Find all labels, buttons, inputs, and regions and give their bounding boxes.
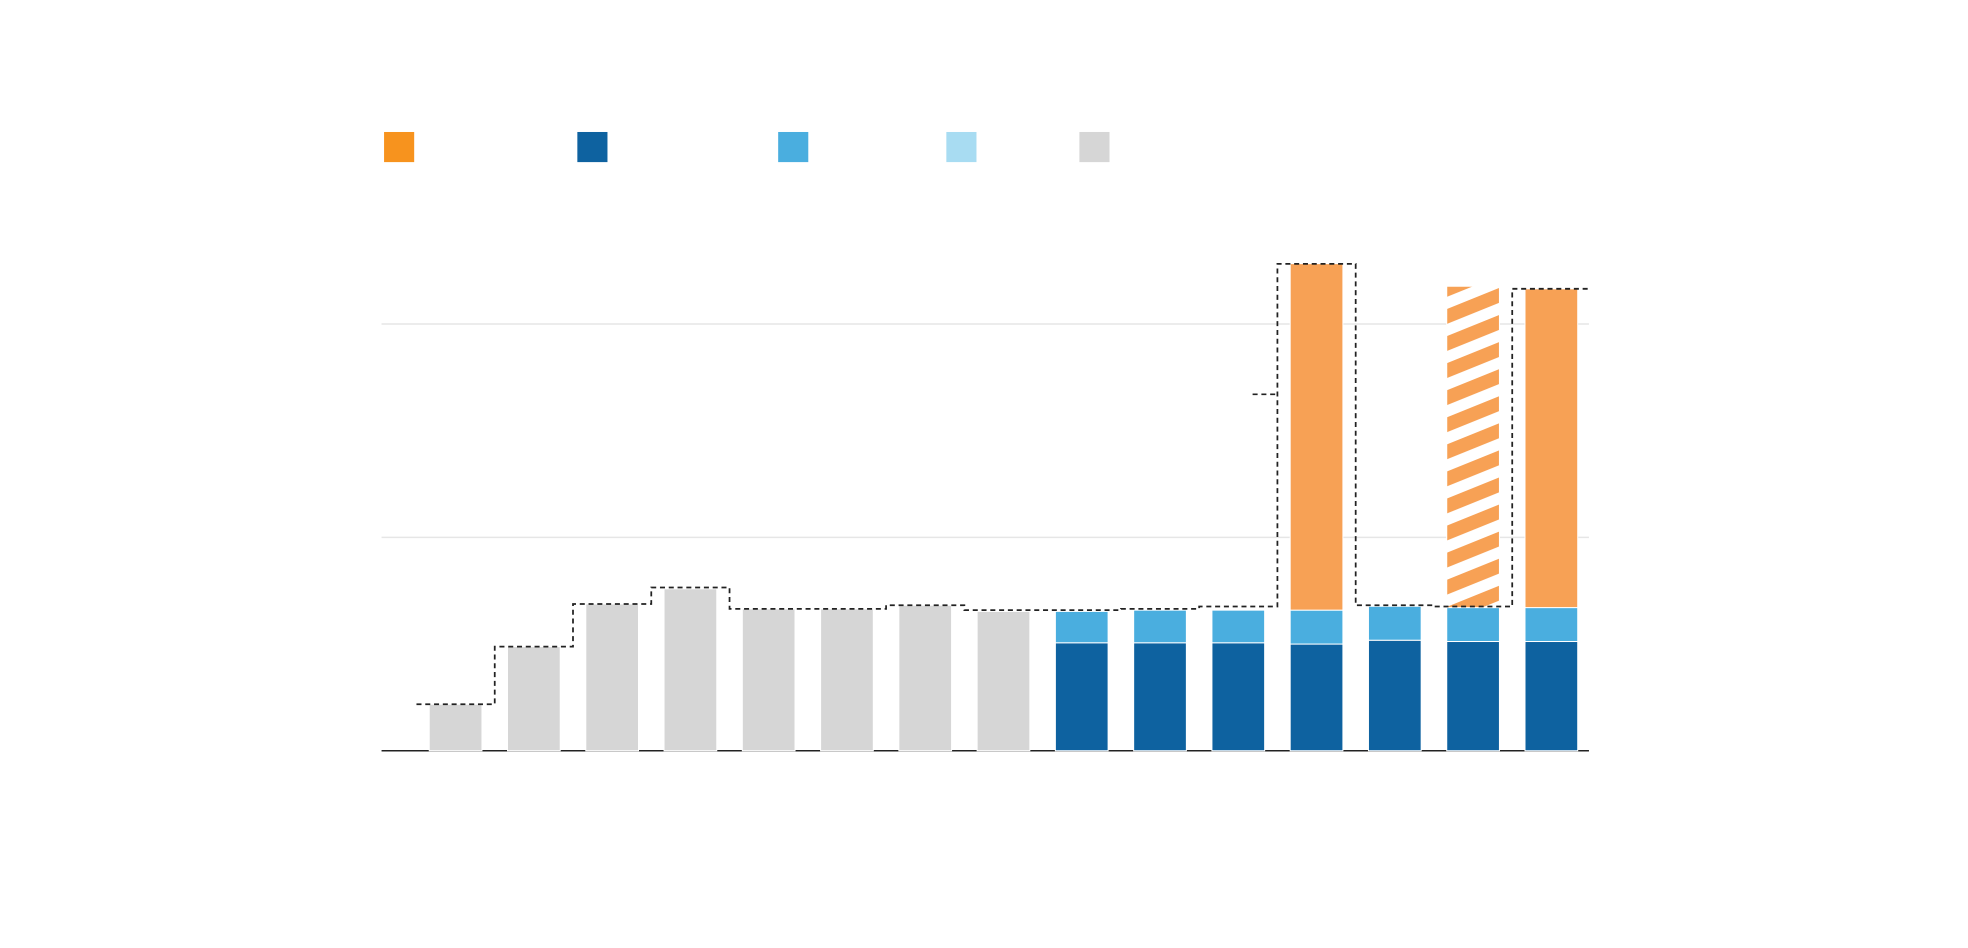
bar-segment	[820, 608, 874, 752]
legend-swatch	[946, 131, 977, 163]
bar-segment	[1367, 605, 1422, 641]
bar-segment	[663, 588, 718, 752]
legend-swatch	[384, 131, 415, 163]
bar-segment	[898, 604, 953, 752]
bar-segment	[1211, 609, 1266, 644]
bar-segment	[976, 610, 1031, 752]
bar-segment	[507, 646, 561, 752]
bar-segment	[1367, 639, 1422, 752]
bar-segment	[1446, 285, 1500, 609]
bar-segment	[1289, 643, 1344, 752]
bar-segment	[741, 608, 796, 752]
bar-segment	[1446, 607, 1500, 643]
bar-segment	[1524, 607, 1579, 643]
bar-segment	[1133, 609, 1187, 644]
bar-segment	[1133, 642, 1187, 752]
bar-segment	[1211, 642, 1266, 752]
legend-swatch	[577, 131, 608, 163]
bar-segment	[1289, 263, 1344, 611]
bar-segment	[585, 603, 639, 752]
bar-segment	[428, 703, 483, 752]
bar-segment	[1054, 642, 1109, 752]
bar-segment	[1524, 288, 1579, 609]
step-line	[416, 262, 1591, 706]
bar-segment	[1289, 609, 1344, 645]
legend-swatch	[1079, 131, 1110, 163]
bar-segment	[1524, 641, 1579, 752]
legend-swatch	[778, 131, 809, 163]
bar-segment	[1446, 641, 1500, 752]
bar-segment	[1054, 610, 1109, 644]
